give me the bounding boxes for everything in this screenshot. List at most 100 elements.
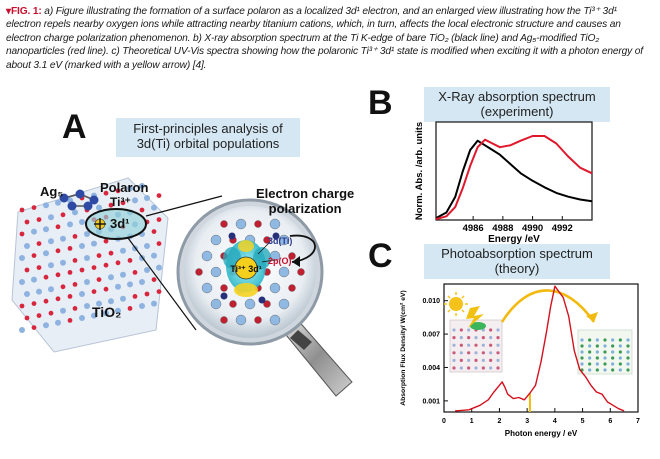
x-tick-label: 6	[608, 418, 612, 425]
inset-atom	[580, 344, 584, 348]
sun-icon	[444, 292, 468, 316]
titanium-atom	[60, 307, 66, 314]
lens-dark-atom	[220, 292, 228, 300]
inset-atom	[467, 358, 471, 362]
x-tick-label: 7	[636, 418, 640, 425]
lens-oxygen-atom	[297, 268, 305, 276]
titanium-atom	[43, 202, 49, 209]
lens-oxygen-atom	[263, 300, 271, 308]
oxygen-atom	[36, 241, 42, 247]
inset-atom	[595, 338, 599, 342]
pa-y-label: Absorption Flux Density/ W(cm² eV)	[400, 290, 407, 406]
titanium-atom	[115, 307, 121, 314]
inset-atom	[489, 343, 493, 347]
inset-atom	[467, 343, 471, 347]
titanium-atom	[84, 255, 90, 261]
oxygen-atom	[127, 258, 133, 263]
titanium-atom	[60, 235, 66, 242]
inset-atom	[459, 351, 463, 355]
x-tick-label: 4990	[522, 223, 543, 234]
inset-atom	[459, 358, 463, 362]
x-tick-label: 0	[442, 418, 446, 425]
titanium-atom	[24, 243, 30, 249]
titanium-atom	[120, 295, 126, 302]
xas-y-label: Norm. Abs. /arb. units	[414, 122, 425, 220]
oxygen-atom	[55, 248, 61, 254]
titanium-atom	[72, 209, 78, 216]
oxygen-atom	[120, 200, 126, 206]
panel-a-title-line1: First-principles analysis of	[133, 121, 283, 136]
oxygen-atom	[132, 270, 138, 275]
inset-atom	[595, 362, 599, 366]
panel-b-title-line2: (experiment)	[480, 104, 554, 119]
x-tick-label: 4992	[552, 223, 573, 234]
inset-atom	[474, 351, 478, 355]
oxygen-atom	[67, 246, 73, 251]
inset-atom	[595, 356, 599, 360]
inset-atom	[481, 343, 485, 347]
oxygen-atom	[132, 294, 138, 299]
inset-atom	[496, 366, 500, 370]
polaron-ellipse	[85, 208, 147, 240]
oxygen-atom	[31, 301, 37, 306]
titanium-atom	[156, 264, 162, 271]
inset-atom	[452, 358, 456, 362]
oxygen-atom	[103, 262, 109, 268]
x-tick-label: 5	[581, 418, 585, 425]
inset-atom	[603, 362, 607, 366]
oxygen-atom	[36, 265, 42, 270]
ag5-cluster	[59, 189, 99, 211]
titanium-atom	[36, 288, 42, 295]
oxygen-atom	[19, 207, 25, 213]
inset-atom	[580, 362, 584, 366]
inset-atom	[452, 351, 456, 355]
inset-atom	[611, 344, 615, 348]
oxygen-atom	[156, 217, 162, 223]
oxygen-atom	[156, 193, 162, 199]
oxygen-atom	[91, 265, 97, 270]
oxygen-atom	[60, 212, 66, 218]
xas-plot-frame	[435, 121, 593, 221]
oxygen-atom	[108, 202, 114, 208]
titanium-atom	[132, 197, 138, 204]
inset-atom	[611, 356, 615, 360]
inset-atom	[489, 366, 493, 370]
titanium-atom	[43, 322, 49, 329]
titanium-atom	[19, 279, 25, 285]
oxygen-atom	[55, 224, 61, 230]
panel-c-letter: C	[368, 237, 393, 275]
lens-titanium-atom	[235, 314, 247, 326]
x-tick-label: 1	[470, 418, 474, 425]
inset-atom	[626, 368, 630, 372]
y-tick-label: 0.007	[422, 332, 440, 339]
oxygen-atom	[19, 303, 25, 309]
lightning-icon	[466, 306, 484, 328]
inset-atom	[626, 350, 630, 354]
titanium-atom	[19, 255, 25, 261]
inset-atom	[489, 336, 493, 340]
inset-atom	[626, 338, 630, 342]
caption-text: a) Figure illustrating the formation of …	[6, 6, 643, 71]
inset-atom	[618, 362, 622, 366]
inset-atom	[452, 336, 456, 340]
oxygen-atom	[72, 282, 78, 287]
titanium-atom	[144, 267, 150, 273]
lens-titanium-atom	[201, 250, 213, 262]
x-tick-label: 4988	[492, 223, 513, 234]
titanium-atom	[144, 195, 150, 201]
titanium-atom	[96, 204, 102, 211]
series-line-1	[435, 135, 593, 221]
inset-atom	[489, 328, 493, 332]
figure-caption: ▾FIG. 1: a) Figure illustrating the form…	[6, 5, 654, 72]
x-tick-label: 4	[553, 418, 557, 425]
inset-atom	[626, 344, 630, 348]
series-line-0	[435, 139, 593, 219]
lens-oxygen-atom	[220, 316, 228, 324]
titanium-atom	[60, 259, 66, 266]
titanium-atom	[48, 286, 54, 293]
orbital-ti-label: 3d(Ti)	[268, 236, 293, 246]
oxygen-atom	[24, 219, 30, 225]
polaron-label: Polaron	[100, 180, 149, 195]
oxygen-atom	[156, 241, 162, 247]
